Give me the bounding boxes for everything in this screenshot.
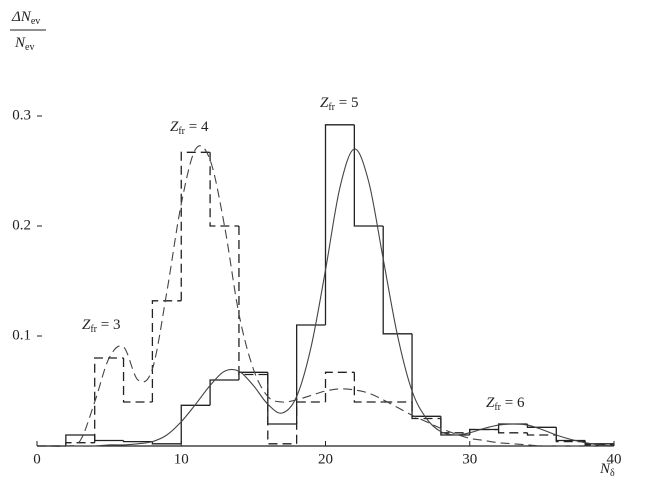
histogram-step [324, 371, 355, 402]
histogram-step [324, 124, 355, 325]
y-tick-label: 0.2 [12, 217, 31, 233]
histogram-step [555, 427, 586, 442]
annotation: Zfr = 3 [82, 317, 120, 335]
histogram-step [353, 372, 384, 403]
histogram-step [267, 374, 297, 445]
x-tick-label: 20 [318, 451, 333, 467]
histogram-step [440, 418, 470, 434]
histogram-step [469, 428, 499, 433]
x-label: Nδ [599, 461, 615, 479]
annotation-part: fr [494, 402, 501, 413]
annotation-part: Z [486, 395, 495, 411]
histogram-step [296, 401, 326, 444]
histogram-step [296, 324, 326, 424]
annotation-part: fr [328, 102, 335, 113]
annotation-part: Z [320, 95, 329, 111]
annotation: Zfr = 4 [170, 119, 209, 137]
fit-curve [36, 148, 615, 447]
y-label-den-part: ev [25, 42, 34, 53]
histogram-step [555, 435, 586, 443]
histogram-step [411, 402, 441, 420]
x-tick-label: 0 [33, 451, 41, 467]
annotation-part: = 6 [501, 395, 525, 411]
annotation-part: Z [170, 119, 179, 135]
histogram-step [180, 404, 211, 444]
histogram-step [94, 357, 124, 443]
histogram-step [526, 432, 557, 436]
annotation-part: fr [178, 126, 185, 137]
x-tick-label: 10 [174, 451, 189, 467]
histogram-step [353, 124, 384, 227]
histogram-step [209, 152, 239, 227]
annotation: Zfr = 6 [486, 395, 525, 413]
histogram-step [180, 151, 211, 301]
histogram-step [238, 226, 268, 376]
histogram-step [151, 441, 182, 445]
histogram-step [497, 429, 528, 434]
annotation-part: Z [82, 317, 91, 333]
annotation-part: fr [90, 324, 97, 335]
histogram-step [411, 333, 441, 417]
histogram-step [122, 358, 153, 403]
y-label-den-part: N [14, 35, 26, 51]
histogram-step [65, 442, 95, 446]
annotation-part: = 5 [335, 95, 358, 111]
y-label-num: ΔNev [11, 9, 40, 27]
y-label-den: Nev [14, 35, 34, 53]
histogram-step [209, 379, 239, 406]
x-label-part: N [599, 461, 611, 477]
histogram-step [267, 372, 297, 425]
y-tick-label: 0.3 [12, 107, 31, 123]
histogram-step [469, 428, 499, 435]
fit-curve [36, 145, 614, 447]
histogram-step [122, 440, 153, 443]
annotation-part: = 3 [97, 317, 120, 333]
x-label-part: δ [610, 468, 615, 479]
histogram-step [94, 435, 124, 442]
y-label-num-part: ΔN [11, 9, 32, 25]
annotation: Zfr = 5 [320, 95, 358, 113]
annotation-part: = 4 [185, 119, 209, 135]
x-tick-label: 40 [607, 451, 622, 467]
y-label-num-part: ev [31, 16, 40, 27]
y-tick-label: 0.1 [12, 327, 31, 343]
histogram-step [238, 371, 268, 380]
x-tick-label: 30 [462, 451, 477, 467]
